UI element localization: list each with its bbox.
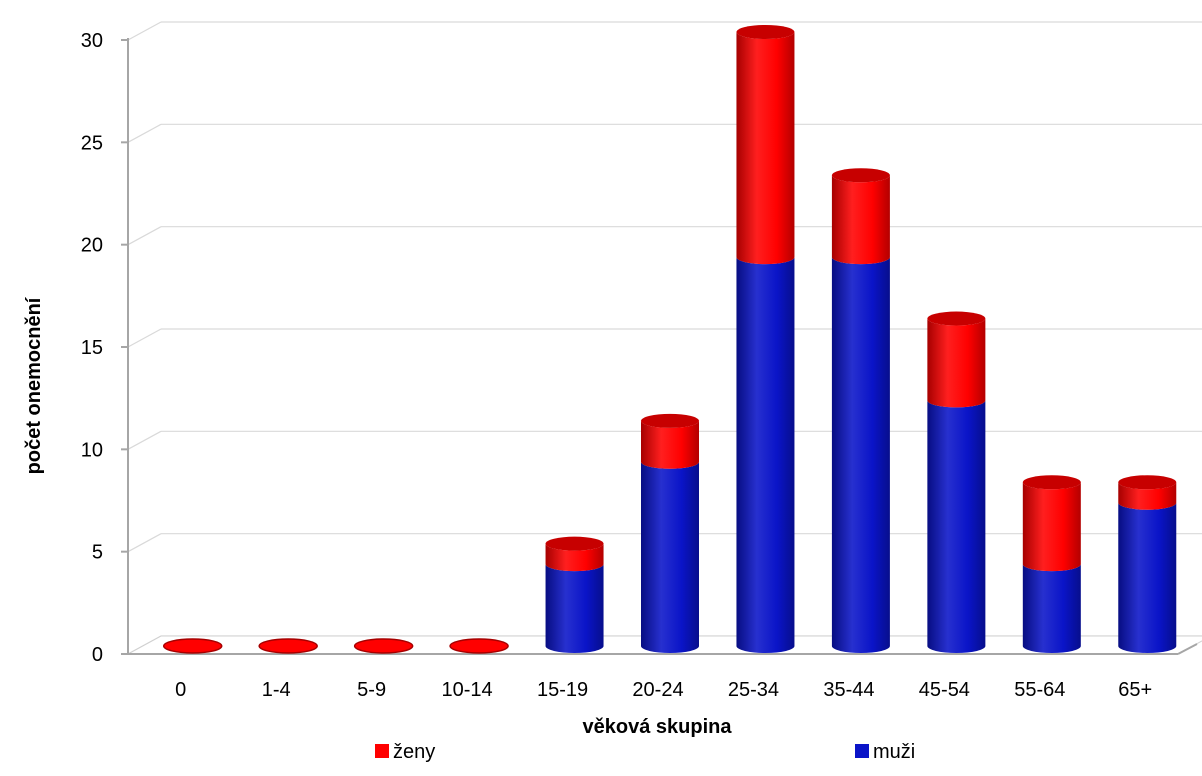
bars bbox=[162, 25, 1177, 654]
bar-top-cap bbox=[1118, 475, 1177, 490]
x-tick-label: 25-34 bbox=[728, 679, 779, 701]
y-tick-label: 15 bbox=[81, 337, 103, 359]
legend-item: muži bbox=[855, 741, 915, 763]
bar-stack bbox=[449, 638, 509, 654]
legend-label: ženy bbox=[393, 741, 435, 763]
y-tick-label: 25 bbox=[81, 132, 103, 154]
tick-labels: 0 5 10 15 20 25 30 0 1-4 5-9 10-14 15-19 20-24 25-34 3… bbox=[81, 30, 1152, 701]
gridline-side bbox=[127, 21, 162, 41]
bar-muzi bbox=[1118, 502, 1177, 654]
bar-top-cap bbox=[1022, 475, 1081, 490]
bar-muzi bbox=[545, 564, 604, 654]
legend-swatch bbox=[855, 744, 869, 758]
bar-top-cap bbox=[545, 536, 604, 551]
bar-stack bbox=[258, 638, 318, 654]
bar-top-cap bbox=[927, 311, 986, 326]
bar-muzi bbox=[927, 400, 986, 654]
bar-stack bbox=[927, 311, 986, 654]
bar-zeny bbox=[1118, 482, 1177, 510]
gridline-side bbox=[127, 533, 162, 553]
x-axis-depth-line bbox=[1177, 643, 1198, 655]
legend-swatch bbox=[375, 744, 389, 758]
bar-zero-disc bbox=[162, 638, 223, 654]
bar-stack bbox=[736, 25, 795, 654]
x-axis-title: věková skupina bbox=[583, 716, 733, 738]
x-tick-label: 15-19 bbox=[537, 679, 588, 701]
x-tick-label: 20-24 bbox=[632, 679, 683, 701]
bar-stack bbox=[353, 638, 414, 654]
bar-muzi bbox=[736, 257, 795, 654]
legend: ženy muži bbox=[375, 741, 915, 763]
gridline-side bbox=[127, 328, 162, 348]
legend-item: ženy bbox=[375, 741, 435, 763]
bar-stack bbox=[1118, 475, 1177, 654]
bar-zeny bbox=[927, 318, 986, 408]
x-tick-label: 45-54 bbox=[919, 679, 970, 701]
x-tick-label: 65+ bbox=[1118, 679, 1152, 701]
bar-stack bbox=[1022, 475, 1081, 653]
bar-top-cap bbox=[641, 413, 699, 428]
legend-label: muži bbox=[873, 741, 915, 763]
y-tick-label: 30 bbox=[81, 30, 103, 52]
axes bbox=[121, 38, 1198, 655]
bar-muzi bbox=[831, 257, 890, 654]
bar-stack bbox=[162, 638, 223, 654]
y-tick-label: 0 bbox=[92, 644, 103, 666]
bar-zeny bbox=[831, 175, 890, 265]
x-tick-label: 55-64 bbox=[1014, 679, 1065, 701]
gridline-side bbox=[127, 123, 162, 143]
bar-zeny bbox=[1022, 482, 1081, 572]
bar-zeny bbox=[545, 543, 604, 572]
bar-top-cap bbox=[831, 168, 890, 183]
gridline-side bbox=[127, 430, 162, 450]
bar-muzi bbox=[1022, 564, 1081, 653]
bar-stack bbox=[831, 168, 890, 654]
y-tick-label: 10 bbox=[81, 439, 103, 461]
bar-zero-disc bbox=[449, 638, 509, 654]
bar-zero-disc bbox=[258, 638, 318, 654]
y-tick-label: 5 bbox=[92, 542, 103, 564]
bar-muzi bbox=[641, 461, 699, 653]
bar-stack bbox=[641, 413, 699, 653]
x-tick-label: 0 bbox=[175, 679, 186, 701]
bar-zeny bbox=[641, 420, 699, 469]
x-tick-label: 35-44 bbox=[823, 679, 874, 701]
bar-zeny bbox=[736, 32, 795, 265]
bar-stack bbox=[545, 536, 604, 654]
bar-top-cap bbox=[736, 25, 795, 39]
y-axis-title: počet onemocnění bbox=[23, 296, 45, 474]
y-tick-label: 20 bbox=[81, 235, 103, 257]
x-tick-label: 1-4 bbox=[262, 679, 291, 701]
x-tick-label: 5-9 bbox=[357, 679, 386, 701]
x-tick-label: 10-14 bbox=[442, 679, 493, 701]
bar-zero-disc bbox=[353, 638, 414, 654]
gridline-side bbox=[127, 226, 162, 246]
